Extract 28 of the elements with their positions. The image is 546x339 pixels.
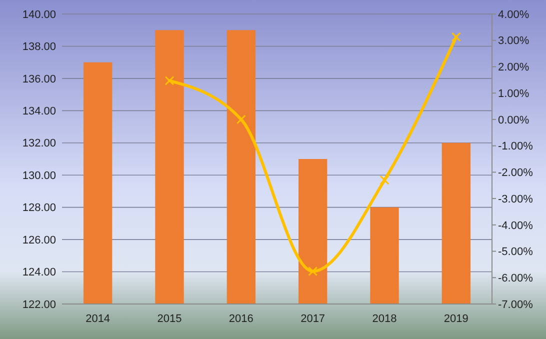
y2-tick-label: -1.00%	[498, 140, 534, 153]
y2-tick-label: -7.00%	[498, 298, 534, 311]
x-tick-label: 2016	[228, 313, 254, 325]
y-tick-label: 126.00	[22, 234, 56, 246]
y-tick-label: 132.00	[22, 138, 56, 150]
y2-tick-label: -5.00%	[498, 246, 534, 258]
y2-tick-label: 4.00%	[498, 8, 530, 21]
y2-tick-label: -3.00%	[498, 193, 534, 206]
y-tick-label: 138.00	[22, 41, 56, 54]
y2-tick-label: -6.00%	[498, 272, 534, 284]
y-tick-label: 124.00	[22, 266, 56, 279]
x-tick-label: 2017	[300, 313, 326, 325]
y-tick-label: 130.00	[22, 170, 56, 182]
y2-tick-label: -2.00%	[498, 167, 534, 180]
y-tick-label: 122.00	[22, 298, 56, 311]
y-tick-label: 136.00	[22, 73, 56, 86]
y2-tick-label: 2.00%	[498, 62, 530, 74]
x-tick-label: 2015	[157, 313, 182, 325]
x-tick-label: 2018	[372, 313, 397, 325]
y-tick-label: 128.00	[22, 202, 56, 214]
y-tick-label: 134.00	[22, 106, 56, 118]
x-tick-label: 2019	[444, 313, 468, 325]
y2-tick-label: 0.00%	[498, 114, 530, 126]
y-tick-label: 140.00	[22, 8, 56, 21]
y2-tick-label: -4.00%	[498, 220, 534, 232]
y2-tick-label: 1.00%	[498, 88, 530, 100]
y2-tick-label: 3.00%	[498, 35, 530, 48]
x-tick-label: 2014	[86, 313, 110, 325]
